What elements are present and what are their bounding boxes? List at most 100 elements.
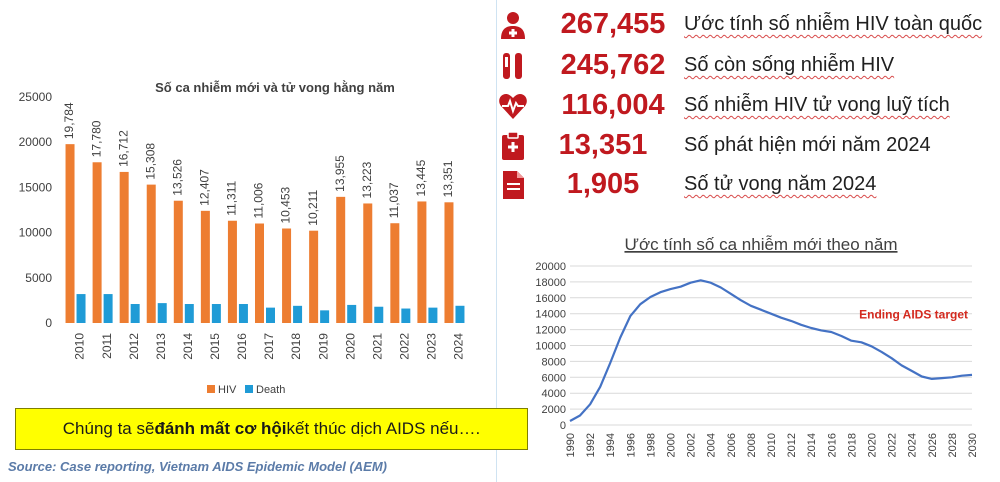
death-bar — [103, 294, 113, 323]
hiv-bar — [363, 203, 373, 323]
x-tick-label: 1994 — [605, 433, 617, 457]
hiv-data-label: 13,526 — [170, 159, 184, 196]
x-tick-label: 2021 — [370, 333, 384, 360]
hiv-data-label: 13,351 — [441, 160, 455, 197]
x-tick-label: 2028 — [947, 433, 959, 457]
hiv-data-label: 11,037 — [387, 182, 401, 218]
x-tick-label: 2014 — [806, 433, 818, 457]
x-tick-label: 2012 — [786, 433, 798, 457]
y-tick-label: 18000 — [535, 277, 566, 289]
ending-aids-target-annotation: Ending AIDS target — [859, 307, 968, 321]
hiv-data-label: 17,780 — [89, 120, 103, 157]
death-bar — [130, 304, 140, 323]
callout-suffix: kết thúc dịch AIDS nếu…. — [286, 419, 481, 438]
hiv-data-label: 15,308 — [143, 143, 157, 180]
death-bar — [184, 304, 194, 323]
x-tick-label: 2010 — [73, 333, 87, 360]
death-bar — [428, 307, 438, 323]
legend-hiv-swatch — [207, 385, 215, 393]
hiv-bar — [200, 210, 210, 323]
x-tick-label: 2024 — [907, 433, 919, 457]
stat-row-living: 245,762 Số còn sống nhiễm HIV — [498, 49, 998, 85]
callout-bold: đánh mất cơ hội — [154, 419, 287, 438]
y-tick-label: 6000 — [542, 372, 566, 384]
callout-box: Chúng ta sẽ đánh mất cơ hội kết thúc dịc… — [15, 408, 528, 450]
x-tick-label: 2030 — [967, 433, 979, 457]
stat-row-total: 267,455 Ước tính số nhiễm HIV toàn quốc — [498, 8, 998, 44]
x-tick-label: 2022 — [398, 333, 412, 360]
x-tick-label: 2010 — [766, 433, 778, 457]
hiv-data-label: 19,784 — [62, 102, 76, 139]
x-tick-label: 1998 — [645, 433, 657, 457]
death-bar — [455, 305, 465, 323]
death-bar — [211, 304, 221, 323]
y-tick-label: 16000 — [535, 293, 566, 305]
stat-value: 1,905 — [566, 168, 640, 200]
stat-label: Số tử vong năm 2024 — [684, 173, 877, 195]
x-tick-label: 2015 — [208, 333, 222, 360]
x-tick-label: 2004 — [706, 433, 718, 457]
x-tick-label: 2018 — [289, 333, 303, 360]
x-tick-label: 2013 — [154, 333, 168, 360]
death-bar — [157, 303, 167, 323]
source-note: Source: Case reporting, Vietnam AIDS Epi… — [8, 459, 387, 474]
hiv-bar — [227, 220, 237, 323]
hiv-data-label: 10,453 — [279, 186, 293, 223]
y-tick-label: 10000 — [19, 226, 53, 240]
bar-chart: Số ca nhiễm mới và tử vong hằng năm 0 5000… — [19, 80, 466, 396]
x-tick-label: 1990 — [565, 433, 577, 457]
x-tick-label: 2012 — [127, 333, 141, 360]
test-tube-icon — [503, 53, 522, 79]
stat-value: 116,004 — [561, 89, 665, 121]
x-tick-label: 2002 — [686, 433, 698, 457]
y-tick-label: 20000 — [535, 261, 566, 273]
x-tick-label: 1992 — [585, 433, 597, 457]
x-tick-label: 2011 — [100, 333, 114, 359]
x-tick-label: 2019 — [316, 333, 330, 360]
death-bar — [320, 310, 330, 323]
y-tick-label: 10000 — [535, 341, 566, 353]
hiv-data-label: 11,311 — [225, 181, 239, 216]
x-tick-label: 2020 — [343, 333, 357, 360]
x-tick-label: 2017 — [262, 333, 276, 360]
x-tick-label: 2022 — [887, 433, 899, 457]
death-bar — [238, 304, 248, 323]
hiv-bar — [336, 196, 346, 323]
death-bar — [76, 294, 86, 323]
stat-label: Số phát hiện mới năm 2024 — [684, 134, 931, 156]
legend-hiv-label: HIV — [218, 384, 237, 396]
x-tick-label: 2018 — [846, 433, 858, 457]
hiv-data-label: 13,223 — [360, 161, 374, 198]
heartbeat-icon — [499, 94, 527, 119]
stat-label: Ước tính số nhiễm HIV toàn quốc — [684, 13, 983, 35]
bar-chart-title: Số ca nhiễm mới và tử vong hằng năm — [155, 80, 395, 95]
hiv-bar — [282, 228, 292, 323]
document-icon — [503, 171, 524, 199]
y-tick-label: 8000 — [542, 356, 566, 368]
x-tick-label: 2016 — [235, 333, 249, 360]
y-tick-label: 4000 — [542, 388, 566, 400]
x-tick-label: 2023 — [425, 333, 439, 360]
hiv-data-label: 16,712 — [116, 130, 130, 167]
y-tick-label: 14000 — [535, 309, 566, 321]
callout-prefix: Chúng ta sẽ — [62, 419, 155, 438]
x-tick-label: 2000 — [666, 433, 678, 457]
y-tick-label: 0 — [45, 316, 52, 330]
stat-row-new-cases: 13,351 Số phát hiện mới năm 2024 — [498, 129, 998, 165]
y-tick-label: 20000 — [19, 135, 53, 149]
death-bar — [374, 306, 384, 323]
x-tick-label: 2008 — [746, 433, 758, 457]
hiv-bar — [390, 223, 400, 323]
hiv-bar — [444, 202, 454, 323]
hiv-data-label: 10,211 — [306, 190, 320, 226]
x-tick-label: 1996 — [625, 433, 637, 457]
y-tick-label: 0 — [560, 420, 566, 432]
line-chart: Ước tính số ca nhiễm mới theo năm 0 2000 40… — [535, 235, 979, 457]
hiv-bar — [119, 171, 129, 323]
hiv-bar — [255, 223, 264, 323]
death-bar — [347, 304, 357, 323]
hiv-bar — [65, 144, 75, 323]
hiv-data-label: 13,445 — [414, 159, 428, 196]
new-infections-line — [569, 279, 973, 422]
stat-value: 245,762 — [560, 49, 666, 81]
